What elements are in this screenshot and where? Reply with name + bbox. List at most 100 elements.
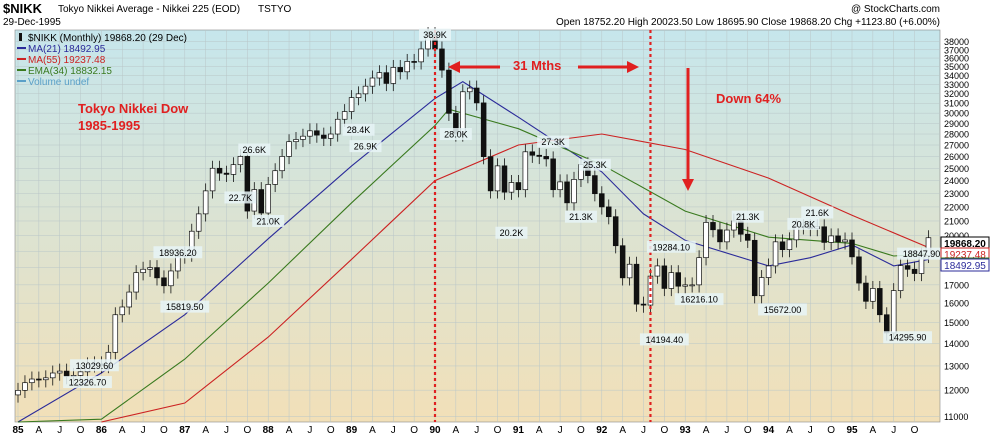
- x-tick-label: A: [703, 425, 710, 436]
- candle: [22, 375, 28, 399]
- candle: [29, 371, 35, 391]
- candle: [36, 371, 42, 388]
- x-tick-label: 94: [763, 425, 775, 436]
- price-label: 19284.10: [646, 240, 696, 253]
- legend-text: EMA(34) 18832.15: [28, 66, 112, 77]
- x-tick-label: A: [119, 425, 126, 436]
- candle-body: [279, 156, 285, 172]
- x-tick-label: J: [474, 425, 479, 436]
- candle: [265, 176, 271, 221]
- candle: [15, 382, 21, 403]
- candle-body: [411, 61, 417, 63]
- y-tick-label: 37000: [944, 45, 969, 55]
- price-label-bg: [63, 376, 112, 389]
- y-tick-label: 30000: [944, 109, 969, 119]
- y-tick-label: 17000: [944, 280, 969, 290]
- candle-body: [758, 277, 765, 297]
- candle-body: [765, 265, 772, 278]
- candle: [877, 280, 883, 323]
- candle: [376, 65, 383, 86]
- candle: [682, 277, 688, 294]
- price-label: 15819.50: [160, 300, 210, 313]
- price-labels: 13029.60 12326.70 18936.20 15819.50 26.6K 22.…: [63, 28, 946, 389]
- candle-body: [710, 222, 716, 231]
- candle: [161, 270, 167, 294]
- candle: [119, 299, 125, 323]
- candle: [633, 256, 640, 312]
- candle-body: [675, 272, 681, 287]
- x-tick-label: J: [808, 425, 813, 436]
- price-label: 22.7K: [224, 191, 257, 204]
- x-tick-label: A: [202, 425, 209, 436]
- candle-body: [22, 382, 28, 391]
- candle-body: [668, 272, 675, 289]
- candle: [605, 199, 612, 225]
- candle: [272, 163, 278, 193]
- candle-body: [863, 282, 869, 302]
- price-label: 14295.90: [883, 331, 932, 344]
- legend-text: MA(55) 19237.48: [28, 55, 106, 66]
- candle-body: [522, 151, 529, 191]
- candle-body: [265, 184, 271, 214]
- price-label-bg: [238, 143, 271, 156]
- x-tick-label: J: [307, 425, 312, 436]
- candle: [49, 365, 56, 386]
- y-tick-label: 25000: [944, 164, 969, 174]
- x-tick-label: O: [577, 425, 585, 436]
- candle-body: [744, 233, 751, 241]
- candle-body: [557, 181, 563, 191]
- y-tick-label: 21000: [944, 216, 969, 226]
- candle-body: [661, 265, 668, 289]
- candle: [703, 214, 709, 266]
- candle: [355, 86, 362, 106]
- candle-body: [56, 370, 63, 374]
- candle-body: [654, 265, 661, 277]
- candle: [383, 65, 390, 92]
- candle: [216, 160, 223, 181]
- price-label-bg: [787, 217, 820, 230]
- price-label-text: 21.6K: [805, 208, 829, 218]
- candle-body: [244, 156, 251, 212]
- left-arrow-icon: [448, 61, 500, 73]
- candle: [362, 78, 369, 102]
- candle: [230, 157, 237, 183]
- candle-body: [870, 288, 876, 302]
- candle: [439, 41, 445, 78]
- price-label-text: 20.8K: [792, 219, 816, 229]
- price-label: 28.0K: [439, 128, 472, 141]
- candle-body: [119, 306, 125, 316]
- candle: [501, 158, 508, 200]
- candle-body: [599, 193, 605, 208]
- price-label-text: 21.0K: [256, 216, 280, 226]
- price-label-bg: [731, 210, 764, 223]
- price-label: 13029.60: [70, 359, 119, 372]
- candle-body: [355, 93, 362, 98]
- candle: [418, 41, 424, 70]
- candle: [557, 174, 563, 198]
- candle: [744, 226, 751, 248]
- candle-body: [828, 235, 834, 243]
- date-label: 29-Dec-1995: [3, 17, 61, 28]
- x-tick-label: J: [724, 425, 729, 436]
- legend: $NIKK (Monthly) 19868.20 (29 Dec)MA(21) …: [17, 33, 187, 88]
- x-tick-label: O: [494, 425, 502, 436]
- price-label-bg: [674, 293, 724, 306]
- candle-body: [272, 170, 278, 185]
- months-annotation: 31 Mths: [513, 58, 561, 73]
- candle-body: [821, 226, 827, 243]
- legend-item: Volume undef: [17, 77, 89, 88]
- candle-body: [404, 61, 410, 73]
- candle: [717, 222, 723, 250]
- candle: [244, 148, 251, 219]
- price-label-bg: [160, 300, 210, 313]
- candle: [341, 104, 348, 127]
- legend-text: Volume undef: [28, 77, 89, 88]
- candle-body: [640, 303, 647, 306]
- candle-body: [849, 239, 855, 258]
- candle: [473, 80, 480, 111]
- candle-body: [682, 284, 688, 287]
- candle: [195, 206, 202, 239]
- x-tick-label: J: [224, 425, 229, 436]
- price-label-bg: [439, 128, 472, 141]
- price-label-bg: [495, 226, 528, 239]
